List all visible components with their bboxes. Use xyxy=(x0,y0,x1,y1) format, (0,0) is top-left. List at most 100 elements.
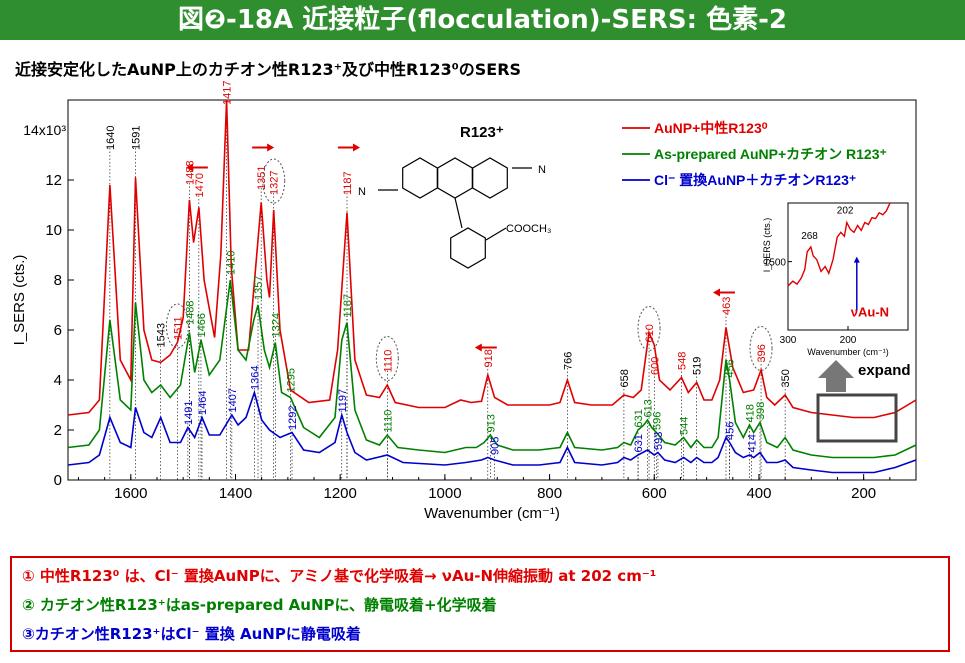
peak-label: 1357 xyxy=(253,276,265,300)
peak-label: 418 xyxy=(745,404,757,422)
peak-label: 350 xyxy=(780,369,792,387)
peak-label: 1410 xyxy=(225,251,237,275)
y-tick-label: 8 xyxy=(54,272,62,289)
series-line-3 xyxy=(67,389,917,474)
peak-label: 631 xyxy=(633,409,645,427)
peak-label: 456 xyxy=(725,359,737,377)
x-tick-label: 1000 xyxy=(428,485,461,502)
y-tick-label: 10 xyxy=(45,222,62,239)
peak-label: 519 xyxy=(692,357,704,375)
peak-label: 600 xyxy=(649,357,661,375)
structure-bond xyxy=(454,197,463,229)
conclusion-3: ③カチオン性R123⁺はCl⁻ 置換 AuNPに静電吸着 xyxy=(22,625,361,643)
peak-label: 658 xyxy=(619,369,631,387)
legend-label-3: Cl⁻ 置換AuNP＋カチオンR123⁺ xyxy=(654,172,856,188)
circled-peak-marker xyxy=(637,306,661,351)
x-axis-label: Wavenumber (cm⁻¹) xyxy=(424,505,560,522)
peak-label: 1110 xyxy=(382,410,394,433)
expand-arrow xyxy=(818,360,854,392)
inset-peak-label: 268 xyxy=(801,231,818,242)
inset-x-tick-label: 300 xyxy=(780,335,797,346)
peak-label: 610 xyxy=(644,324,656,342)
circled-peak-marker xyxy=(165,303,189,349)
shift-arrowhead xyxy=(712,288,720,297)
circled-peak-marker xyxy=(262,158,286,204)
y-tick-label: 2 xyxy=(54,422,62,439)
peak-label: 1543 xyxy=(156,323,168,347)
peak-label: 1292 xyxy=(287,406,299,430)
structure-ring-center xyxy=(437,157,473,199)
peak-label: 1640 xyxy=(105,126,117,150)
x-tick-label: 1200 xyxy=(324,485,357,502)
x-tick-label: 200 xyxy=(851,485,876,502)
conclusions-box: ① 中性R123⁰ は、Cl⁻ 置換AuNPに、アミノ基で化学吸着→ νAu-N… xyxy=(10,556,950,652)
circled-peak-marker xyxy=(749,326,773,371)
peak-label: 544 xyxy=(679,417,691,435)
peak-label: 1491 xyxy=(183,401,195,425)
peak-label: 613 xyxy=(642,399,654,417)
page-title: 図❷-18A 近接粒子(flocculation)-SERS: 色素-2 xyxy=(0,0,965,40)
inset-y-axis-label: I_SERS (cts.) xyxy=(762,218,772,273)
peak-label: 1466 xyxy=(196,313,208,337)
y-tick-label: 12 xyxy=(45,172,62,189)
peak-label: 1327 xyxy=(269,171,281,195)
structure-ring-left xyxy=(402,157,438,199)
shift-arrowhead xyxy=(353,143,361,152)
structure-label: R123⁺ xyxy=(460,124,504,141)
series-line-2 xyxy=(67,279,917,459)
peak-label: 463 xyxy=(721,297,733,315)
peak-label: 1364 xyxy=(249,366,261,390)
peak-label: 1407 xyxy=(227,388,239,412)
y-tick-label: 4 xyxy=(54,372,62,389)
x-tick-label: 800 xyxy=(537,485,562,502)
peak-label: 1187 xyxy=(342,171,354,195)
expand-box xyxy=(816,393,898,443)
page-subtitle: 近接安定化したAuNP上のカチオン性R123⁺及び中性R123⁰のSERS xyxy=(15,60,522,79)
inset-y-tick-label: 1500 xyxy=(764,258,787,269)
peak-label: 1197 xyxy=(337,389,349,413)
conclusion-1: ① 中性R123⁰ は、Cl⁻ 置換AuNPに、アミノ基で化学吸着→ νAu-N… xyxy=(22,567,657,585)
y-axis-label: I_SERS (cts.) xyxy=(11,255,28,346)
shift-arrowhead xyxy=(185,163,193,172)
peak-label: 631 xyxy=(633,434,645,452)
y-multiplier-label: 14x10³ xyxy=(23,122,66,138)
peak-label: 396 xyxy=(756,344,768,362)
inset-x-tick-label: 200 xyxy=(840,335,857,346)
peak-label: 913 xyxy=(485,414,497,432)
inset-peak-label: 202 xyxy=(837,206,854,217)
peak-label: 596 xyxy=(651,412,663,430)
structure-ring-phenyl xyxy=(450,227,486,269)
inset-arrowhead xyxy=(853,256,860,263)
peak-label: 1464 xyxy=(197,391,209,415)
x-tick-label: 1400 xyxy=(219,485,252,502)
peak-label: 548 xyxy=(676,352,688,370)
x-tick-label: 1600 xyxy=(114,485,147,502)
circled-peak-marker xyxy=(375,336,399,381)
series-line-1 xyxy=(67,99,917,419)
peak-label: 1187 xyxy=(342,294,354,318)
structure-bond xyxy=(485,227,507,241)
shift-arrowhead xyxy=(267,143,275,152)
inset-series-line xyxy=(787,202,891,287)
plot-frame xyxy=(67,99,917,481)
sers-chart: 1600 1400 1200 1000 800 600 400 200 0 2 4 6 8 10 12 14x… xyxy=(11,81,917,522)
peak-label: 1295 xyxy=(285,368,297,392)
peak-label: 1324 xyxy=(270,313,282,337)
peak-label: 1511 xyxy=(172,316,184,340)
legend-label-2: As-prepared AuNP+カチオン R123⁺ xyxy=(654,146,887,162)
legend-label-1: AuNP+中性R123⁰ xyxy=(654,120,768,136)
structure-n-left: N xyxy=(358,186,366,198)
peak-label: 1488 xyxy=(184,301,196,325)
expand-label: expand xyxy=(858,362,911,379)
peak-label: 918 xyxy=(483,349,495,367)
peak-label: 766 xyxy=(562,352,574,370)
inset-annotation: νAu-N xyxy=(851,305,889,320)
structure-ring-right xyxy=(472,157,508,199)
conclusion-2: ② カチオン性R123⁺はas-prepared AuNPに、静電吸着+化学吸着 xyxy=(22,596,497,614)
x-tick-label: 600 xyxy=(642,485,667,502)
peak-label: 1591 xyxy=(131,126,143,150)
shift-arrowhead xyxy=(474,343,482,352)
peak-label: 1470 xyxy=(194,173,206,197)
peak-label: 414 xyxy=(747,434,759,452)
peak-label: 1351 xyxy=(256,166,268,190)
